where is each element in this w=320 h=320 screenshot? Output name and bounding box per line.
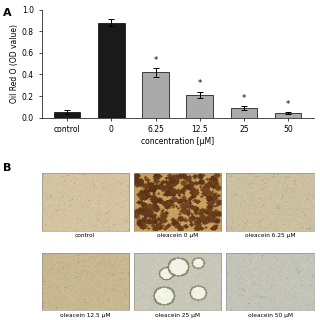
X-axis label: oleacein 50 μM: oleacein 50 μM bbox=[247, 313, 292, 318]
Text: *: * bbox=[242, 93, 246, 102]
Bar bbox=[231, 108, 257, 118]
Bar bbox=[187, 95, 213, 118]
Text: A: A bbox=[3, 8, 12, 18]
X-axis label: concentration [μM]: concentration [μM] bbox=[141, 137, 214, 146]
X-axis label: oleacein 12.5 μM: oleacein 12.5 μM bbox=[60, 313, 110, 318]
X-axis label: control: control bbox=[75, 234, 95, 238]
Bar bbox=[54, 112, 80, 118]
Text: *: * bbox=[286, 100, 290, 109]
X-axis label: oleacein 0 μM: oleacein 0 μM bbox=[157, 234, 198, 238]
Bar bbox=[275, 113, 301, 118]
X-axis label: oleacein 25 μM: oleacein 25 μM bbox=[155, 313, 200, 318]
Text: B: B bbox=[3, 163, 12, 173]
Text: *: * bbox=[197, 79, 202, 88]
Bar bbox=[98, 23, 124, 118]
Y-axis label: Oil Red O (OD value): Oil Red O (OD value) bbox=[10, 24, 19, 103]
Bar bbox=[142, 72, 169, 118]
X-axis label: oleacein 6.25 μM: oleacein 6.25 μM bbox=[245, 234, 295, 238]
Text: *: * bbox=[153, 56, 158, 65]
